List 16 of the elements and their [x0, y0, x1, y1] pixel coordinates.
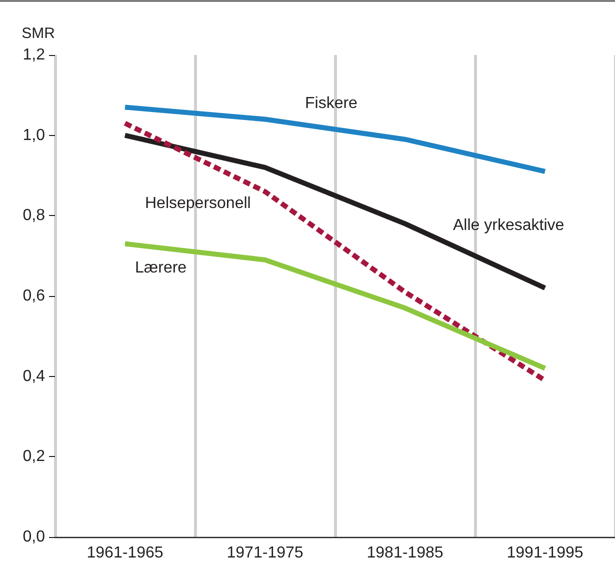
- y-tick-label: 0,8: [22, 207, 46, 224]
- y-tick-label: 1,2: [22, 46, 46, 64]
- y-axis-title: SMR: [22, 25, 56, 42]
- series-label: Alle yrkesaktive: [453, 217, 564, 234]
- series-label: Fiskere: [305, 94, 358, 112]
- series-label: Helsepersonell: [145, 194, 251, 212]
- y-tick-label: 0,0: [22, 528, 46, 546]
- x-tick-label: 1981-1985: [366, 544, 444, 561]
- y-tick-label: 1,0: [22, 126, 46, 144]
- y-tick-label: 0,6: [22, 288, 46, 304]
- y-tick-label: 0,2: [22, 448, 46, 466]
- x-tick-label: 1971-1975: [226, 544, 304, 561]
- x-tick-label: 1961-1965: [86, 544, 164, 561]
- series-label: Lærere: [135, 259, 187, 276]
- y-tick-label: 0,4: [22, 368, 46, 385]
- x-tick-label: 1991-1995: [506, 544, 584, 561]
